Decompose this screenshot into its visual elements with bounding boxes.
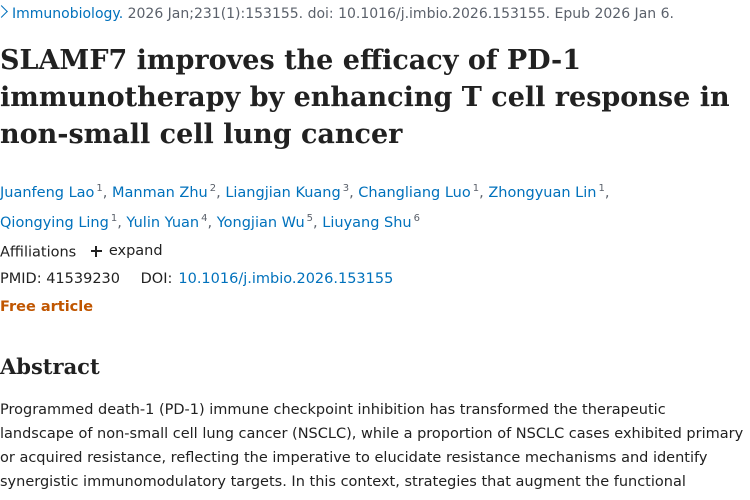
author-item: Qiongying Ling 1 (0, 213, 118, 231)
author-affiliation-number[interactable]: 4 (201, 213, 208, 224)
author-link[interactable]: Liangjian Kuang (225, 185, 341, 201)
affiliations-expand-button[interactable]: expand (90, 241, 163, 261)
author-affiliation-number[interactable]: 1 (96, 183, 103, 194)
author-affiliation-number[interactable]: 1 (472, 183, 480, 194)
affiliations-label: Affiliations (0, 244, 77, 261)
author-affiliation-number[interactable]: 5 (306, 213, 314, 224)
author-link[interactable]: Zhongyuan Lin (488, 185, 597, 201)
author-item: Liuyang Shu 6 (322, 213, 420, 231)
abstract-line: Programmed death-1 (PD-1) immune checkpo… (0, 402, 666, 418)
author-link[interactable]: Manman Zhu (112, 185, 208, 201)
article-title: SLAMF7 improves the efficacy of PD-1 imm… (0, 45, 730, 150)
pmid-label: PMID: (0, 271, 42, 287)
chevron-right-icon (0, 5, 8, 18)
author-item: Liangjian Kuang 3 (225, 183, 350, 201)
doi-link[interactable]: 10.1016/j.imbio.2026.153155 (178, 271, 394, 287)
abstract-line: synergistic immunomodulatory targets. In… (0, 474, 686, 490)
author-item: Yongjian Wu 5 (216, 213, 314, 231)
doi-label: DOI: (140, 271, 173, 287)
author-item: Zhongyuan Lin 1 (488, 183, 605, 201)
author-item: Juanfeng Lao 1 (0, 183, 103, 201)
author-affiliation-number[interactable]: 1 (110, 213, 118, 224)
author-affiliation-number[interactable]: 2 (209, 183, 217, 194)
journal-link[interactable]: Immunobiology. (12, 6, 124, 22)
affiliations-row: Affiliations expand (0, 241, 163, 263)
free-article-badge: Free article (0, 299, 94, 315)
author-link[interactable]: Yongjian Wu (216, 215, 305, 231)
author-item: Manman Zhu 2 (112, 183, 217, 201)
pmid-value: 41539230 (46, 271, 121, 287)
author-affiliation-number[interactable]: 6 (413, 213, 420, 224)
author-link[interactable]: Juanfeng Lao (0, 185, 95, 201)
identifiers-row: PMID: 41539230 DOI: 10.1016/j.imbio.2026.… (0, 269, 393, 289)
author-item: Yulin Yuan 4 (126, 213, 208, 231)
authors-list: Juanfeng Lao 1, Manman Zhu 2, Liangjian Ku… (0, 183, 610, 231)
abstract-text: Programmed death-1 (PD-1) immune checkpo… (0, 398, 750, 494)
citation-details: 2026 Jan;231(1):153155. doi: 10.1016/j.i… (127, 6, 674, 22)
author-link[interactable]: Qiongying Ling (0, 215, 109, 231)
author-link[interactable]: Changliang Luo (358, 185, 471, 201)
author-item: Changliang Luo 1 (358, 183, 480, 201)
plus-icon (90, 245, 102, 257)
author-affiliation-number[interactable]: 3 (342, 183, 350, 194)
author-affiliation-number[interactable]: 1 (598, 183, 605, 194)
author-link[interactable]: Yulin Yuan (126, 215, 200, 231)
abstract-line: landscape of non-small cell lung cancer … (0, 426, 744, 442)
author-link[interactable]: Liuyang Shu (322, 215, 412, 231)
citation-line: Immunobiology. 2026 Jan;231(1):153155. d… (0, 4, 674, 24)
abstract-heading: Abstract (0, 354, 100, 379)
expand-label: expand (108, 243, 163, 259)
abstract-line: or acquired resistance, reflecting the i… (0, 450, 708, 466)
